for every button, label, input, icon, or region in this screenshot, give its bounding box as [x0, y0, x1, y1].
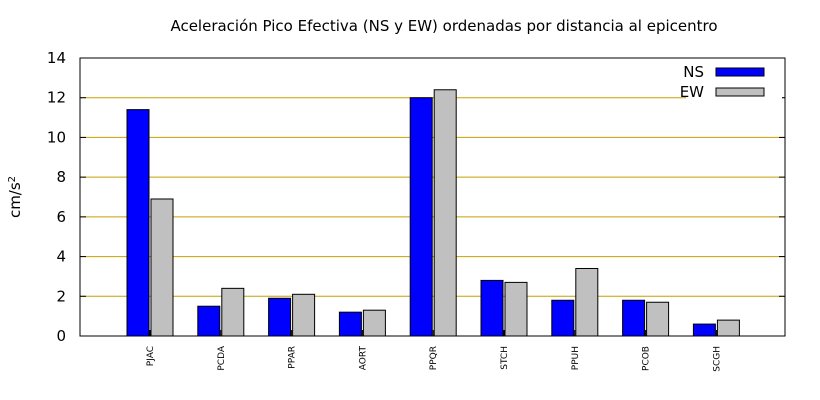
- x-tick-label: PCDA: [217, 345, 227, 370]
- y-tick-label: 12: [47, 89, 66, 107]
- legend-label-ns: NS: [683, 63, 704, 81]
- y-tick-label: 14: [47, 49, 66, 67]
- x-tick-label: PCOB: [642, 346, 652, 371]
- bar-ew-pcda: [221, 287, 245, 337]
- x-tick-label: AORT: [358, 346, 368, 371]
- bar-ew-scgh: [716, 319, 740, 337]
- y-tick-label: 8: [56, 168, 66, 186]
- bar-ew-aort: [362, 309, 386, 337]
- y-axis-label: cm/s2: [6, 176, 24, 218]
- y-tick-label: 0: [56, 327, 66, 345]
- y-tick-label: 4: [56, 248, 66, 266]
- y-tick-label: 2: [56, 287, 66, 305]
- bar-ew-pjac: [150, 198, 174, 337]
- bar-ns-aort: [338, 311, 362, 337]
- x-tick-label: PJAC: [146, 346, 156, 366]
- x-tick-label: SCGH: [712, 346, 722, 372]
- bar-ns-ppuh: [551, 299, 575, 337]
- legend-label-ew: EW: [680, 83, 704, 101]
- y-axis: 0 2 4 6 8 10 12 14: [47, 49, 785, 345]
- x-tick-label: PPQR: [429, 346, 439, 370]
- bar-ns-stch: [480, 279, 504, 337]
- bar-ns-pcob: [622, 299, 646, 337]
- bar-ns-ppar: [268, 297, 292, 337]
- bar-ew-ppar: [292, 293, 316, 337]
- plot-area: [79, 57, 786, 337]
- x-tick-label: PPUH: [571, 346, 581, 370]
- y-axis-label-superscript: 2: [7, 176, 18, 182]
- bars: [126, 89, 740, 337]
- legend: NS EW: [680, 62, 782, 102]
- bar-ew-ppuh: [575, 267, 599, 337]
- chart-title: Aceleración Pico Efectiva (NS y EW) orde…: [170, 17, 717, 35]
- y-tick-label: 6: [56, 208, 66, 226]
- y-axis-label-unit: cm/s: [6, 182, 24, 218]
- bar-ew-stch: [504, 281, 528, 337]
- y-tick-label: 10: [47, 128, 66, 146]
- legend-swatch-ns: [715, 67, 765, 77]
- bar-ew-pcob: [646, 301, 670, 337]
- bar-ns-ppqr: [409, 97, 433, 337]
- x-axis: PJAC PCDA PPAR AORT PPQR STCH PPUH PCOB SCGH: [146, 330, 722, 372]
- bar-ns-pjac: [126, 109, 150, 337]
- bar-ns-pcda: [197, 305, 221, 337]
- legend-swatch-ew: [715, 87, 765, 97]
- bar-ns-scgh: [692, 323, 716, 337]
- bar-ew-ppqr: [433, 89, 457, 337]
- x-tick-label: PPAR: [288, 346, 298, 369]
- x-tick-label: STCH: [500, 346, 510, 370]
